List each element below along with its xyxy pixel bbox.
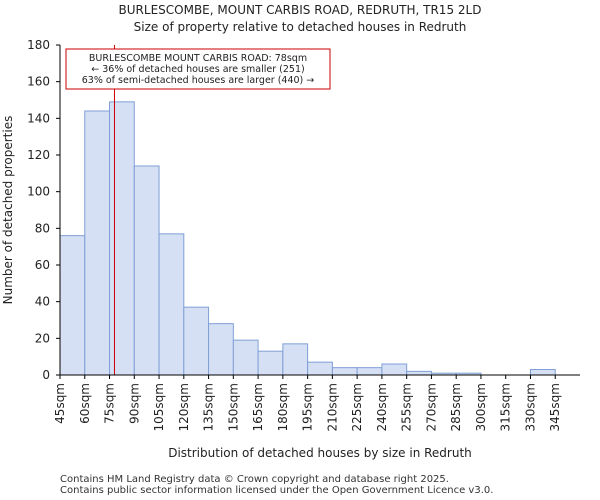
y-axis-label: Number of detached properties — [1, 116, 15, 305]
x-tick-label: 45sqm — [53, 383, 67, 424]
bar-90sqm — [133, 165, 160, 376]
bar-210sqm — [331, 367, 358, 376]
bar-330sqm — [529, 369, 556, 376]
x-tick-label: 180sqm — [276, 383, 290, 431]
annotation-line-2: ← 36% of detached houses are smaller (25… — [91, 64, 304, 75]
x-tick-label: 285sqm — [449, 383, 463, 431]
y-tick-label: 0 — [42, 368, 50, 382]
x-tick-label: 150sqm — [226, 383, 240, 431]
x-tick-label: 240sqm — [375, 383, 389, 431]
y-tick-label: 40 — [35, 295, 50, 309]
bar-195sqm — [307, 361, 333, 376]
bar-165sqm — [257, 350, 284, 376]
y-tick-label: 120 — [27, 148, 50, 162]
footer-copyright-line: Contains HM Land Registry data © Crown c… — [60, 474, 449, 485]
y-tick-label: 20 — [35, 331, 50, 345]
axes-group — [59, 45, 580, 376]
bar-225sqm — [356, 367, 383, 376]
bar-135sqm — [208, 323, 234, 376]
footer-licence-line: Contains public sector information licen… — [60, 485, 494, 496]
annotation-frame — [65, 48, 331, 90]
x-tick-label: 90sqm — [127, 383, 141, 424]
x-tick-label: 120sqm — [177, 383, 191, 431]
bar-105sqm — [158, 233, 185, 376]
x-ticks-group: 45sqm 60sqm 75sqm 90sqm 105sqm 120sqm 135sqm 15… — [53, 375, 562, 431]
y-tick-label: 180 — [27, 38, 50, 52]
x-tick-label: 345sqm — [548, 383, 562, 431]
y-tick-label: 80 — [35, 221, 50, 235]
x-tick-label: 330sqm — [523, 383, 537, 431]
x-tick-label: 225sqm — [350, 383, 364, 431]
x-tick-label: 255sqm — [400, 383, 414, 431]
x-axis-label: Distribution of detached houses by size … — [168, 446, 472, 460]
y-tick-label: 100 — [27, 185, 50, 199]
x-tick-label: 270sqm — [424, 383, 438, 431]
bar-240sqm — [381, 363, 408, 376]
bar-255sqm — [406, 370, 432, 376]
annotation-box: BURLESCOMBE MOUNT CARBIS ROAD: 78sqm ← 3… — [65, 48, 331, 90]
x-tick-label: 75sqm — [103, 383, 117, 424]
y-tick-label: 140 — [27, 111, 50, 125]
x-tick-label: 105sqm — [152, 383, 166, 431]
y-tick-label: 160 — [27, 75, 50, 89]
bar-60sqm — [84, 110, 111, 376]
y-tick-label: 60 — [35, 258, 50, 272]
x-tick-label: 300sqm — [474, 383, 488, 431]
x-tick-label: 195sqm — [301, 383, 315, 431]
annotation-line-3: 63% of semi-detached houses are larger (… — [82, 75, 315, 86]
annotation-line-1: BURLESCOMBE MOUNT CARBIS ROAD: 78sqm — [89, 53, 307, 64]
chart-subtitle: Size of property relative to detached ho… — [134, 20, 467, 34]
y-ticks-group: 0 20 40 60 80 100 120 140 160 180 — [27, 38, 60, 382]
bar-45sqm — [59, 235, 86, 376]
bar-150sqm — [232, 339, 259, 376]
bar-75sqm — [109, 101, 135, 376]
x-tick-label: 135sqm — [202, 383, 216, 431]
bar-180sqm — [282, 343, 309, 376]
bar-120sqm — [183, 306, 210, 376]
x-tick-label: 165sqm — [251, 383, 265, 431]
x-tick-label: 315sqm — [499, 383, 513, 431]
bars-group — [59, 101, 556, 376]
x-tick-label: 60sqm — [78, 383, 92, 424]
x-tick-label: 210sqm — [325, 383, 339, 431]
chart-title: BURLESCOMBE, MOUNT CARBIS ROAD, REDRUTH,… — [119, 3, 482, 17]
